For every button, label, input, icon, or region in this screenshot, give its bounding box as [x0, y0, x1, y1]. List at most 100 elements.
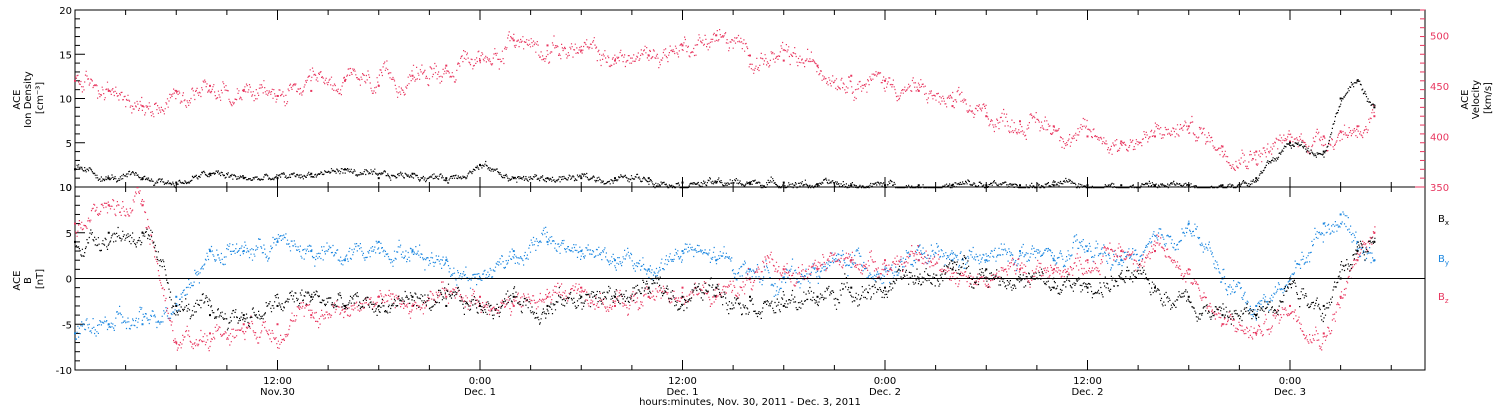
y-tick-label: 10 — [59, 183, 72, 194]
bz-point — [1120, 250, 1123, 253]
bz-point — [479, 295, 481, 298]
bx-point — [681, 295, 684, 298]
bz-point — [715, 295, 718, 298]
velocity-point — [884, 79, 886, 82]
bz-point — [276, 323, 279, 326]
by-point — [445, 259, 448, 262]
x-tick-date: Dec. 2 — [1071, 387, 1103, 398]
density-point — [209, 172, 211, 175]
bx-point — [242, 314, 245, 317]
bz-point — [512, 304, 515, 307]
bz-point — [377, 295, 380, 298]
velocity-point — [782, 59, 785, 62]
bz-point — [1019, 268, 1021, 271]
velocity-point — [1322, 135, 1325, 138]
bz-point — [884, 259, 886, 262]
bz-point — [1373, 231, 1376, 234]
velocity-point — [1373, 115, 1376, 118]
by-point — [1019, 250, 1021, 253]
bz-point — [175, 341, 178, 344]
bx-point — [276, 304, 279, 307]
by-point — [951, 259, 954, 262]
bz-point — [681, 286, 684, 289]
density-point — [681, 181, 684, 184]
velocity-point — [141, 105, 144, 108]
density-point — [1322, 150, 1325, 153]
velocity-point — [850, 74, 853, 77]
density-point — [175, 181, 178, 184]
by-point — [141, 323, 144, 326]
bx-point — [512, 295, 515, 298]
bz-point — [141, 204, 144, 207]
velocity-point — [1356, 125, 1359, 128]
velocity-point — [1221, 145, 1224, 148]
density-point — [141, 177, 144, 180]
legend-bz: Bz — [1438, 292, 1449, 305]
x-tick-time: 12:00 — [668, 376, 697, 387]
bx-point — [546, 304, 549, 307]
bx-point — [74, 240, 76, 243]
x-tick-time: 0:00 — [469, 376, 491, 387]
velocity-axis-title: ACE Velocity [km/s] — [1460, 77, 1494, 119]
bz-point — [1289, 304, 1291, 307]
velocity-point — [1120, 140, 1123, 143]
bz-point — [850, 259, 853, 262]
by-point — [580, 250, 583, 253]
y-tick-label: -10 — [56, 366, 72, 377]
velocity-point — [1187, 125, 1190, 128]
y-tick-label: 15 — [59, 50, 72, 61]
velocity-point — [614, 59, 616, 62]
bz-point — [310, 314, 313, 317]
density-point — [445, 177, 448, 180]
bx-point — [141, 231, 144, 234]
velocity-point — [681, 44, 684, 47]
bz-point — [1255, 332, 1258, 335]
magnetic-axis-title: ACE B [nT] — [12, 267, 46, 290]
y-tick-label: 5 — [66, 139, 72, 150]
velocity-point — [209, 84, 211, 87]
density-point — [310, 172, 313, 175]
density-point — [1356, 79, 1359, 82]
x-tick-date: Dec. 3 — [1274, 387, 1306, 398]
density-point — [749, 181, 751, 184]
y-tick-label: 20 — [59, 6, 72, 17]
bx-point — [580, 295, 583, 298]
y-tick-label: 450 — [1430, 82, 1449, 93]
by-point — [1120, 259, 1123, 262]
velocity-point — [985, 115, 988, 118]
bz-point — [614, 304, 616, 307]
density-point — [850, 184, 853, 187]
top-panel-data — [74, 29, 1376, 189]
bz-point — [242, 323, 245, 326]
density-point — [377, 177, 380, 180]
density-point — [580, 177, 583, 180]
velocity-point — [242, 89, 245, 92]
velocity-point — [310, 89, 313, 92]
bottom-panel-data — [74, 187, 1376, 352]
by-point — [512, 250, 515, 253]
by-point — [985, 259, 988, 262]
bx-point — [951, 268, 954, 271]
bz-point — [445, 295, 448, 298]
magnetic-field-axis: -10 -5 0 5 10 — [56, 183, 85, 377]
bz-point — [209, 332, 211, 335]
by-point — [175, 295, 178, 298]
bx-point — [1154, 286, 1156, 289]
velocity-point — [951, 105, 954, 108]
bx-point — [377, 304, 380, 307]
bx-point — [209, 314, 211, 317]
bz-point — [1154, 250, 1156, 253]
velocity-point — [1289, 140, 1291, 143]
by-point — [546, 240, 549, 243]
density-point — [512, 177, 515, 180]
bx-point — [614, 295, 616, 298]
bz-point — [1356, 259, 1359, 262]
density-point — [107, 177, 110, 180]
bx-point — [310, 295, 313, 298]
bz-point — [1086, 259, 1089, 262]
velocity-cloud — [75, 29, 1376, 171]
bx-point — [1356, 250, 1359, 253]
y-tick-label: 500 — [1430, 31, 1449, 42]
velocity-point — [479, 59, 481, 62]
bx-point — [749, 295, 751, 298]
